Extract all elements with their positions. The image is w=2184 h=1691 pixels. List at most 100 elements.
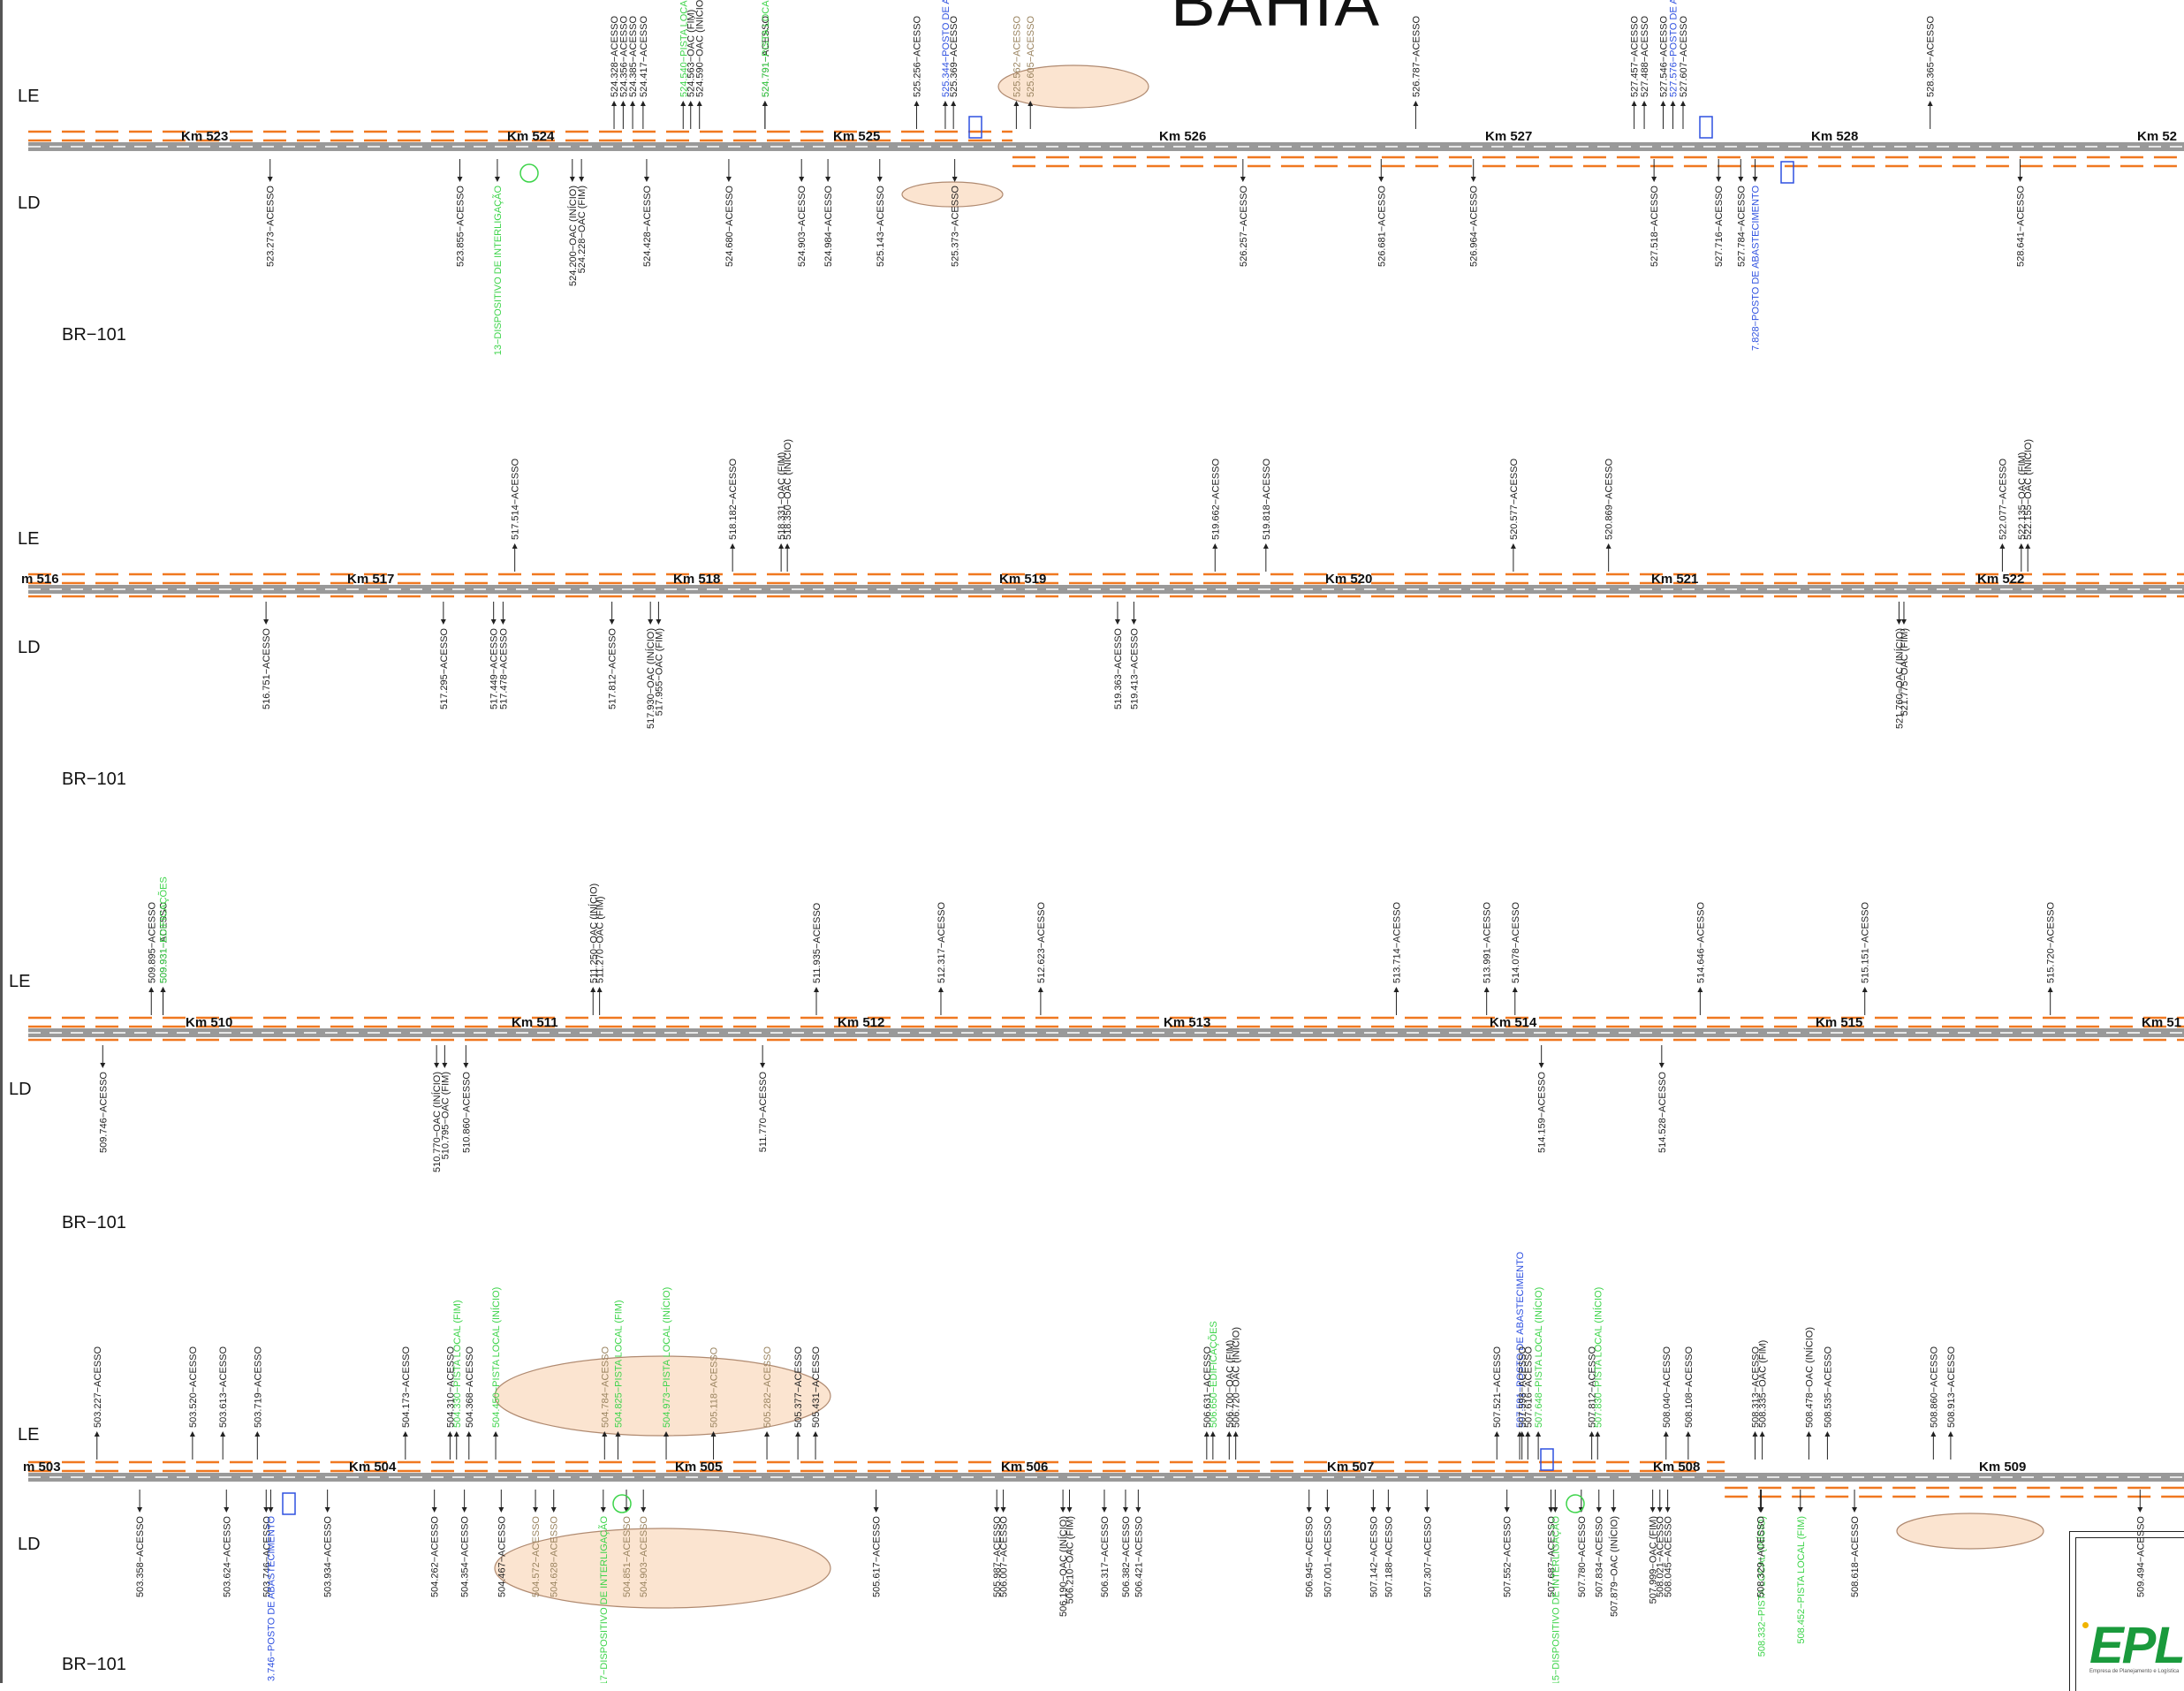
access-arrow-icon	[1642, 101, 1648, 106]
impact-area-ellipse	[494, 1355, 831, 1437]
access-arrow-icon	[664, 1431, 670, 1437]
feature-label: 507.648−PISTA LOCAL (INÍCIO)	[1533, 1287, 1544, 1428]
fuel-station-icon	[1540, 1448, 1554, 1471]
feature-label: 507.591−POSTO DE ABASTECIMENTO	[1515, 1251, 1526, 1428]
access-arrow-icon	[1378, 177, 1384, 182]
feature-label: 524.540−PISTA LOCAL	[679, 0, 689, 97]
km-label: Km 525	[833, 129, 880, 144]
feature-label: 520.577−ACESSO	[1509, 459, 1520, 540]
access-arrow-icon	[600, 1507, 606, 1513]
access-arrow-icon	[1595, 1431, 1601, 1437]
side-label-ld: LD	[18, 1535, 41, 1554]
feature-label: 527.546−ACESSO	[1658, 16, 1669, 97]
access-arrow-icon	[1852, 1507, 1858, 1513]
logo-frame: EPL Empresa de Planejamento e Logística	[2069, 1531, 2184, 1691]
feature-label: 514.159−ACESSO	[1537, 1072, 1548, 1153]
km-label: Km 504	[349, 1460, 397, 1475]
feature-label: 506.945−ACESSO	[1305, 1516, 1316, 1597]
access-arrow-icon	[994, 1507, 1000, 1513]
km-label: Km 520	[1325, 572, 1372, 587]
access-arrow-icon	[2017, 177, 2023, 182]
feature-label: 514.528−ACESSO	[1657, 1072, 1668, 1153]
feature-label: 516.751−ACESSO	[262, 628, 272, 709]
feature-label: 511.770−ACESSO	[758, 1072, 769, 1153]
feature-label: 508.313−ACESSO	[1750, 1346, 1761, 1428]
feature-label: 517.449−ACESSO	[489, 628, 500, 709]
feature-label: 519.662−ACESSO	[1210, 459, 1221, 540]
access-arrow-icon	[799, 177, 805, 182]
access-arrow-icon	[1370, 1507, 1376, 1513]
km-label: m 516	[21, 572, 59, 587]
feature-label: 509.931−EDIFICAÇÕES	[158, 876, 170, 983]
feature-label: 525.344−POSTO DE A	[941, 0, 952, 97]
feature-label: 517.955−OAC (FIM)	[654, 628, 664, 716]
access-arrow-icon	[1240, 177, 1246, 182]
feature-label: 525.373−ACESSO	[951, 186, 961, 267]
km-label: Km 518	[673, 572, 720, 587]
access-arrow-icon	[493, 1431, 499, 1437]
access-arrow-icon	[1752, 1431, 1758, 1437]
access-arrow-icon	[609, 619, 615, 625]
feature-label: 521.775−OAC (FIM)	[1900, 628, 1910, 716]
feature-label: 504.973−PISTA LOCAL (INÍCIO)	[661, 1287, 672, 1428]
side-label-le: LE	[9, 972, 31, 991]
feature-label: 524.563−OAC (FIM)	[686, 10, 697, 97]
access-arrow-icon	[1685, 1431, 1691, 1437]
page-border	[0, 0, 3, 1683]
feature-label: 528.641−ACESSO	[2016, 186, 2027, 267]
access-arrow-icon	[1226, 1431, 1232, 1437]
access-arrow-icon	[813, 1431, 819, 1437]
feature-label: 524.428−ACESSO	[642, 186, 653, 267]
km-label: Km 526	[1159, 129, 1206, 144]
access-arrow-icon	[402, 1431, 408, 1437]
feature-label: 527.488−ACESSO	[1640, 16, 1650, 97]
feature-label: 504.450−PISTA LOCAL (INÍCIO)	[490, 1287, 502, 1428]
access-arrow-icon	[461, 1507, 467, 1513]
access-arrow-icon	[463, 1063, 469, 1068]
access-arrow-icon	[569, 177, 575, 182]
access-arrow-icon	[431, 1507, 437, 1513]
feature-label: 507.616−ACESSO	[1523, 1346, 1534, 1428]
interchange-circle-icon	[519, 163, 539, 183]
access-arrow-icon	[1504, 1507, 1510, 1513]
access-arrow-icon	[1752, 177, 1758, 182]
access-arrow-icon	[1060, 1507, 1066, 1513]
km-label: Km 509	[1979, 1460, 2026, 1475]
access-arrow-icon	[1663, 1431, 1669, 1437]
access-arrow-icon	[952, 177, 958, 182]
access-arrow-icon	[942, 101, 948, 106]
side-label-le: LE	[18, 1425, 40, 1445]
interchange-circle-icon	[612, 1494, 632, 1513]
feature-label: 525.369−ACESSO	[949, 16, 959, 97]
km-label: Km 527	[1485, 129, 1532, 144]
fuel-station-icon	[1699, 116, 1713, 139]
feature-label: 524.228−OAC (FIM)	[577, 186, 588, 273]
km-label: Km 51	[2142, 1015, 2181, 1030]
access-arrow-icon	[453, 1431, 459, 1437]
feature-label: 504.825−PISTA LOCAL (FIM)	[613, 1300, 624, 1428]
km-label: Km 514	[1490, 1015, 1537, 1030]
km-label: Km 510	[186, 1015, 232, 1030]
feature-label: 504.354−ACESSO	[460, 1516, 471, 1597]
feature-label: 507.687−ACESSO	[1547, 1516, 1558, 1597]
access-arrow-icon	[1930, 1431, 1937, 1437]
access-arrow-icon	[1552, 1507, 1558, 1513]
access-arrow-icon	[656, 619, 662, 625]
feature-label: 527.716−ACESSO	[1714, 186, 1725, 267]
access-arrow-icon	[914, 101, 920, 106]
access-arrow-icon	[1862, 987, 1868, 992]
feature-label: 522.135−OAC (FIM)	[2017, 452, 2028, 540]
access-arrow-icon	[550, 1507, 557, 1513]
access-arrow-icon	[494, 177, 500, 182]
feature-label: 506.382−ACESSO	[1121, 1516, 1132, 1597]
feature-label: 509.746−ACESSO	[98, 1072, 109, 1153]
feature-label: 508.332−PISTA LOCAL (INÍCIO)	[1756, 1516, 1768, 1657]
access-arrow-icon	[1066, 1507, 1073, 1513]
access-arrow-icon	[1212, 543, 1218, 549]
feature-label: 507.598−ACESSO	[1518, 1346, 1528, 1428]
feature-label: 515.720−ACESSO	[2046, 902, 2057, 983]
access-arrow-icon	[1947, 1431, 1953, 1437]
feature-label: 505.118−ACESSO	[709, 1346, 720, 1428]
feature-label: 524.680−ACESSO	[724, 186, 735, 267]
access-arrow-icon	[2018, 543, 2024, 549]
